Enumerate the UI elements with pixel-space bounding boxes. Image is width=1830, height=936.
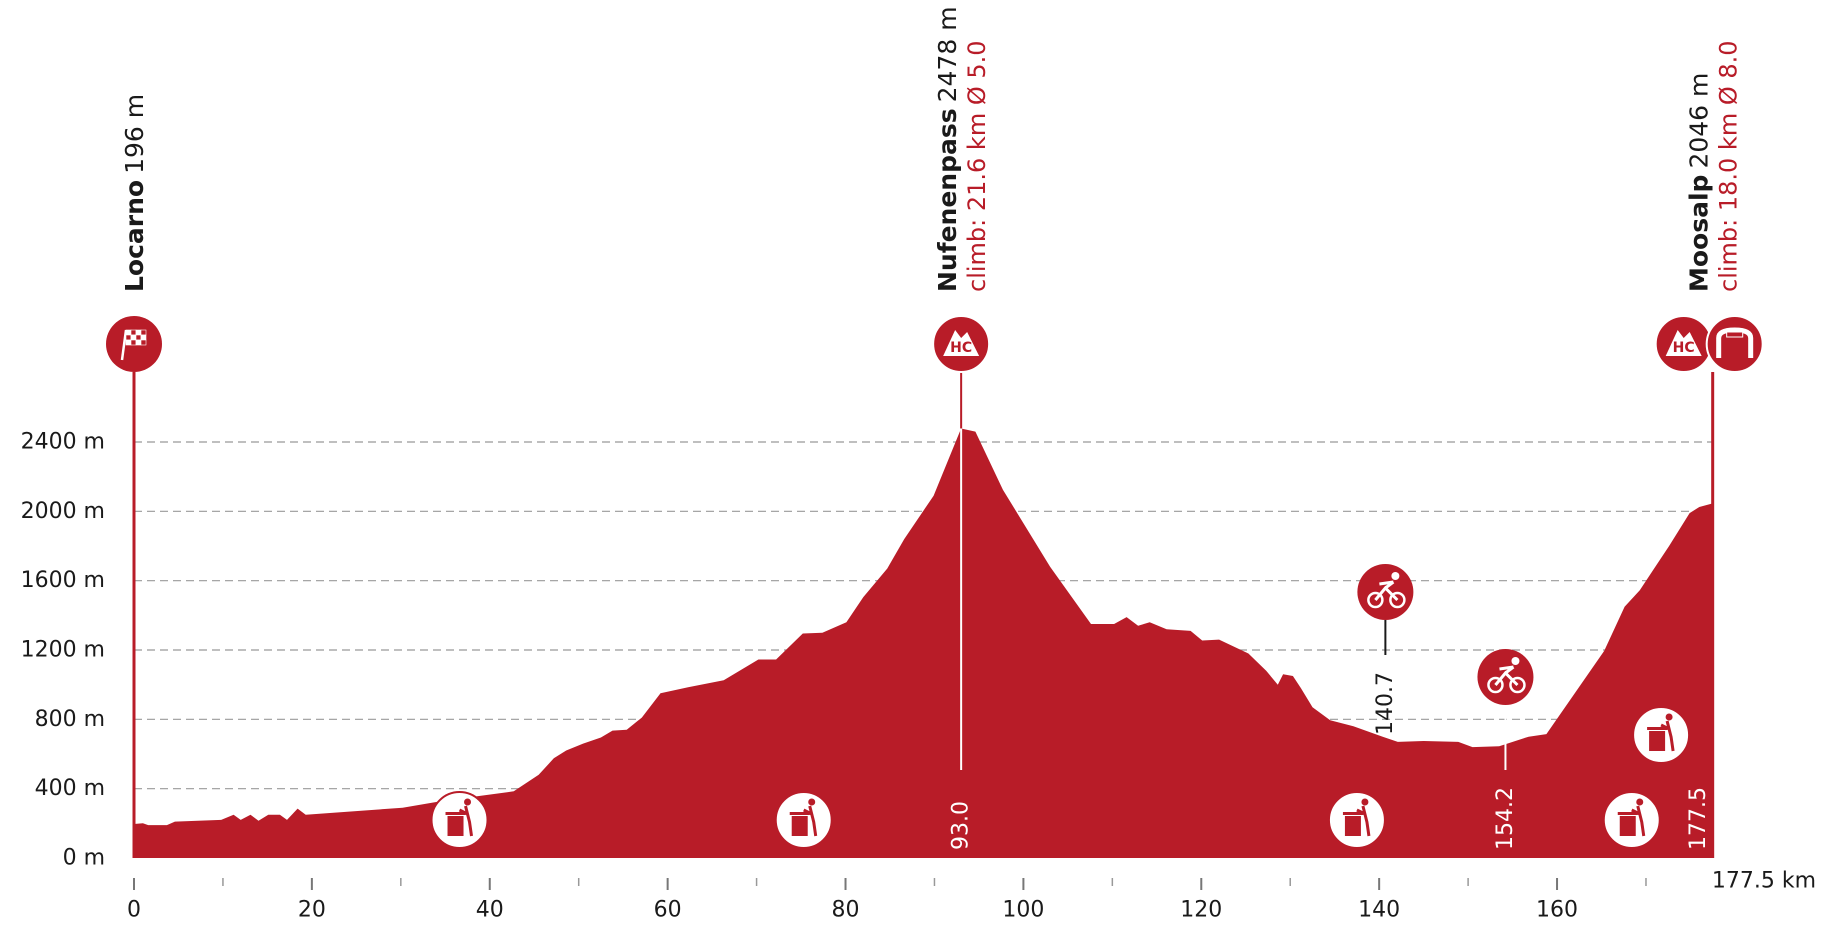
flag-cell <box>125 329 132 336</box>
icon-circle <box>1357 564 1414 620</box>
flag-cell <box>125 339 132 346</box>
start-icon <box>106 316 162 372</box>
mountain <box>943 330 980 356</box>
rider-head <box>1391 572 1400 580</box>
y-tick-label: 2000 m <box>21 499 105 524</box>
flag-cell <box>130 334 137 341</box>
place-elevation: 2046 m <box>1684 73 1713 169</box>
x-tick-label: 60 <box>654 898 682 923</box>
climb-info: climb: 18.0 km Ø 8.0 <box>1715 40 1743 292</box>
finish-arch <box>1716 327 1754 358</box>
flag-cell <box>140 334 147 341</box>
person-head <box>808 798 816 806</box>
waste-zone-icon <box>430 791 489 849</box>
x-tick-label: 160 <box>1536 898 1578 923</box>
place-elevation: 196 m <box>120 94 149 174</box>
y-tick-label: 400 m <box>35 776 105 801</box>
climb-category: HC <box>1673 340 1695 356</box>
x-tick-label: 0 <box>127 898 141 923</box>
finish-km-label: 177.5 <box>1686 787 1711 850</box>
y-tick-label: 0 m <box>63 846 105 871</box>
icon-circle <box>1477 649 1534 705</box>
climb-icon: HC <box>932 315 991 373</box>
x-tick-label: 100 <box>1002 898 1044 923</box>
waste-zone-icon <box>1602 791 1661 849</box>
wheel <box>1487 676 1504 694</box>
climb-info: climb: 21.6 km Ø 5.0 <box>963 40 991 292</box>
place-name: Nufenenpass <box>933 108 962 292</box>
distance-label: 177.5 km <box>1712 869 1816 894</box>
elevation-area <box>134 428 1713 858</box>
wheel <box>1367 591 1384 609</box>
summit-km-label: 93.0 <box>949 801 974 850</box>
bin <box>791 816 808 836</box>
flag-cell <box>125 334 132 341</box>
waste-zone-icon <box>774 791 833 849</box>
person <box>1631 805 1646 837</box>
finish-banner <box>1726 331 1744 338</box>
mountain <box>1665 330 1702 356</box>
bin-lid <box>1647 727 1668 730</box>
y-tick-label: 800 m <box>35 707 105 732</box>
flag-cell <box>130 339 137 346</box>
waste-zone-icon <box>1632 706 1691 764</box>
bin-lid <box>1342 812 1363 815</box>
bin-lid <box>789 812 810 815</box>
x-tick-label: 20 <box>298 898 326 923</box>
sprint-icon <box>1357 564 1414 620</box>
flag-cell <box>135 334 142 341</box>
climb-icon: HC <box>1654 315 1713 373</box>
rider-head <box>1511 657 1520 665</box>
person <box>1660 720 1675 752</box>
flag-cell <box>135 339 142 346</box>
flag-cell <box>140 329 147 336</box>
person-head <box>1636 798 1644 806</box>
waste-zone-icon <box>1327 791 1386 849</box>
place-label: Locarno 196 m <box>120 94 149 292</box>
x-tick-label: 120 <box>1180 898 1222 923</box>
flag-cell <box>140 339 147 346</box>
person <box>1356 805 1371 837</box>
place-name: Moosalp <box>1684 175 1713 292</box>
person <box>803 805 818 837</box>
flag-cell <box>130 329 137 336</box>
wheel <box>1389 591 1406 609</box>
sprint-icon <box>1477 649 1534 705</box>
place-elevation: 2478 m <box>933 6 962 102</box>
person <box>458 805 474 837</box>
icon-circle <box>1705 315 1764 373</box>
place-label: Moosalp 2046 m <box>1684 73 1713 292</box>
y-tick-label: 1600 m <box>21 568 105 593</box>
y-tick-label: 2400 m <box>21 430 105 455</box>
person-head <box>1361 798 1369 806</box>
bin <box>1619 816 1636 836</box>
place-name: Locarno <box>120 180 149 292</box>
bin <box>1344 816 1361 836</box>
climb-category: HC <box>950 340 972 356</box>
bin <box>447 816 464 836</box>
x-tick-label: 140 <box>1358 898 1400 923</box>
rider <box>1374 580 1399 602</box>
x-tick-label: 40 <box>476 898 504 923</box>
bin-lid <box>445 812 466 815</box>
finish-icon <box>1705 315 1764 373</box>
flag-cell <box>135 329 142 336</box>
flag-pole <box>120 329 128 361</box>
bin-lid <box>1617 812 1638 815</box>
wheel <box>1509 676 1526 694</box>
rider <box>1494 665 1519 687</box>
sprint-km-label: 154.2 <box>1493 787 1518 850</box>
person-head <box>1665 713 1673 721</box>
place-label: Nufenenpass 2478 m <box>933 6 962 292</box>
x-tick-label: 80 <box>832 898 860 923</box>
bin <box>1649 731 1666 751</box>
sprint-km-label: 140.7 <box>1373 672 1398 735</box>
person-head <box>464 798 472 806</box>
y-tick-label: 1200 m <box>21 638 105 663</box>
